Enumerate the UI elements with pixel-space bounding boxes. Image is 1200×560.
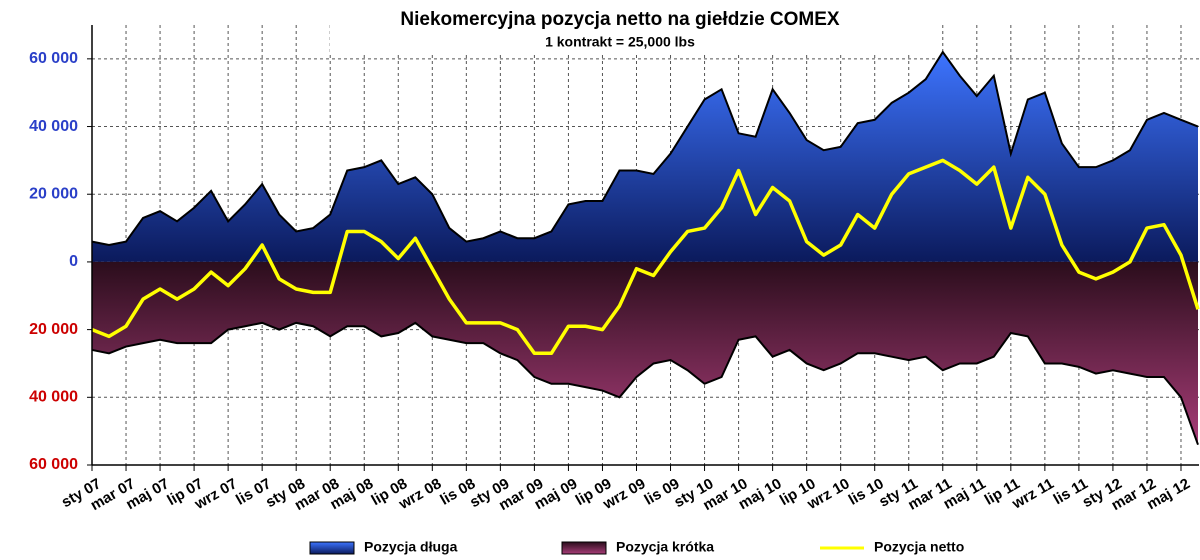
legend: Pozycja długa Pozycja krótka Pozycja netto: [309, 539, 964, 555]
y-tick-label: 20 000: [29, 185, 78, 202]
chart-subtitle: 1 kontrakt = 25,000 lbs: [545, 34, 695, 50]
legend-swatch: [309, 541, 355, 555]
area: [92, 52, 1198, 262]
y-tick-label: 0: [69, 253, 78, 270]
grid: [91, 25, 1199, 466]
area: [92, 261, 1198, 445]
y-tick-label: 60 000: [29, 50, 78, 67]
legend-label: Pozycja krótka: [616, 539, 714, 555]
chart-title: Niekomercyjna pozycja netto na giełdzie …: [400, 9, 840, 30]
y-tick-label: 60 000: [29, 456, 78, 473]
y-tick-label: 20 000: [29, 321, 78, 338]
legend-label: Pozycja długa: [364, 539, 458, 555]
title-box: [330, 4, 910, 54]
legend-swatch: [561, 541, 607, 555]
line: [91, 158, 1200, 356]
legend-label: Pozycja netto: [874, 539, 964, 555]
area-edge: [91, 50, 1199, 247]
y-tick-label: 40 000: [29, 389, 78, 406]
y-tick-label: 40 000: [29, 118, 78, 135]
marks: [91, 50, 1200, 446]
area-edge: [91, 321, 1199, 446]
